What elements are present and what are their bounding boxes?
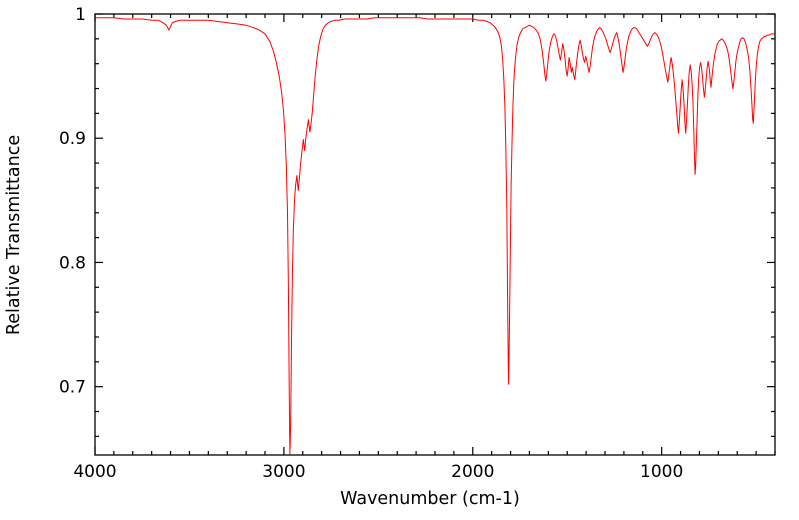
x-tick-label: 1000 — [640, 462, 683, 482]
x-axis-label: Wavenumber (cm-1) — [340, 489, 520, 509]
ir-spectrum-trace — [95, 17, 775, 455]
y-axis-label: Relative Transmittance — [4, 135, 24, 335]
major-ticks — [94, 13, 775, 455]
tick-labels: 4000 3000 2000 1000 0.7 0.8 0.9 1 — [59, 5, 683, 482]
y-tick-label: 0.9 — [59, 129, 86, 149]
x-tick-label: 3000 — [262, 462, 305, 482]
x-tick-label: 2000 — [451, 462, 494, 482]
plot-frame — [94, 13, 776, 456]
y-tick-label: 1 — [75, 5, 86, 25]
y-tick-label: 0.8 — [59, 253, 86, 273]
y-tick-label: 0.7 — [59, 378, 86, 398]
x-tick-label: 4000 — [73, 462, 116, 482]
spectrum-line — [95, 17, 775, 455]
minor-ticks — [95, 14, 776, 455]
